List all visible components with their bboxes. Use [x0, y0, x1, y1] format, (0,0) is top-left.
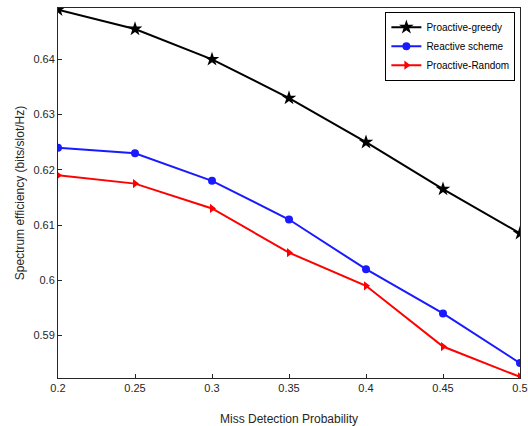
svg-text:0.61: 0.61	[33, 219, 54, 231]
svg-text:Miss Detection Probability: Miss Detection Probability	[220, 412, 358, 426]
svg-text:0.63: 0.63	[33, 108, 54, 120]
svg-text:0.25: 0.25	[124, 382, 145, 394]
svg-text:0.64: 0.64	[33, 53, 54, 65]
svg-text:0.2: 0.2	[50, 382, 65, 394]
svg-text:0.5: 0.5	[512, 382, 527, 394]
svg-text:0.62: 0.62	[33, 164, 54, 176]
svg-text:0.35: 0.35	[278, 382, 299, 394]
svg-text:Proactive-greedy: Proactive-greedy	[426, 22, 502, 33]
svg-text:0.6: 0.6	[40, 274, 55, 286]
svg-text:0.59: 0.59	[33, 329, 54, 341]
svg-text:Proactive-Random: Proactive-Random	[426, 60, 509, 71]
svg-text:0.4: 0.4	[358, 382, 373, 394]
svg-text:Reactive scheme: Reactive scheme	[426, 41, 503, 52]
svg-text:Spectrum efficiency (bits/slot: Spectrum efficiency (bits/slot/Hz)	[13, 106, 27, 281]
svg-text:0.3: 0.3	[204, 382, 219, 394]
svg-text:0.45: 0.45	[432, 382, 453, 394]
